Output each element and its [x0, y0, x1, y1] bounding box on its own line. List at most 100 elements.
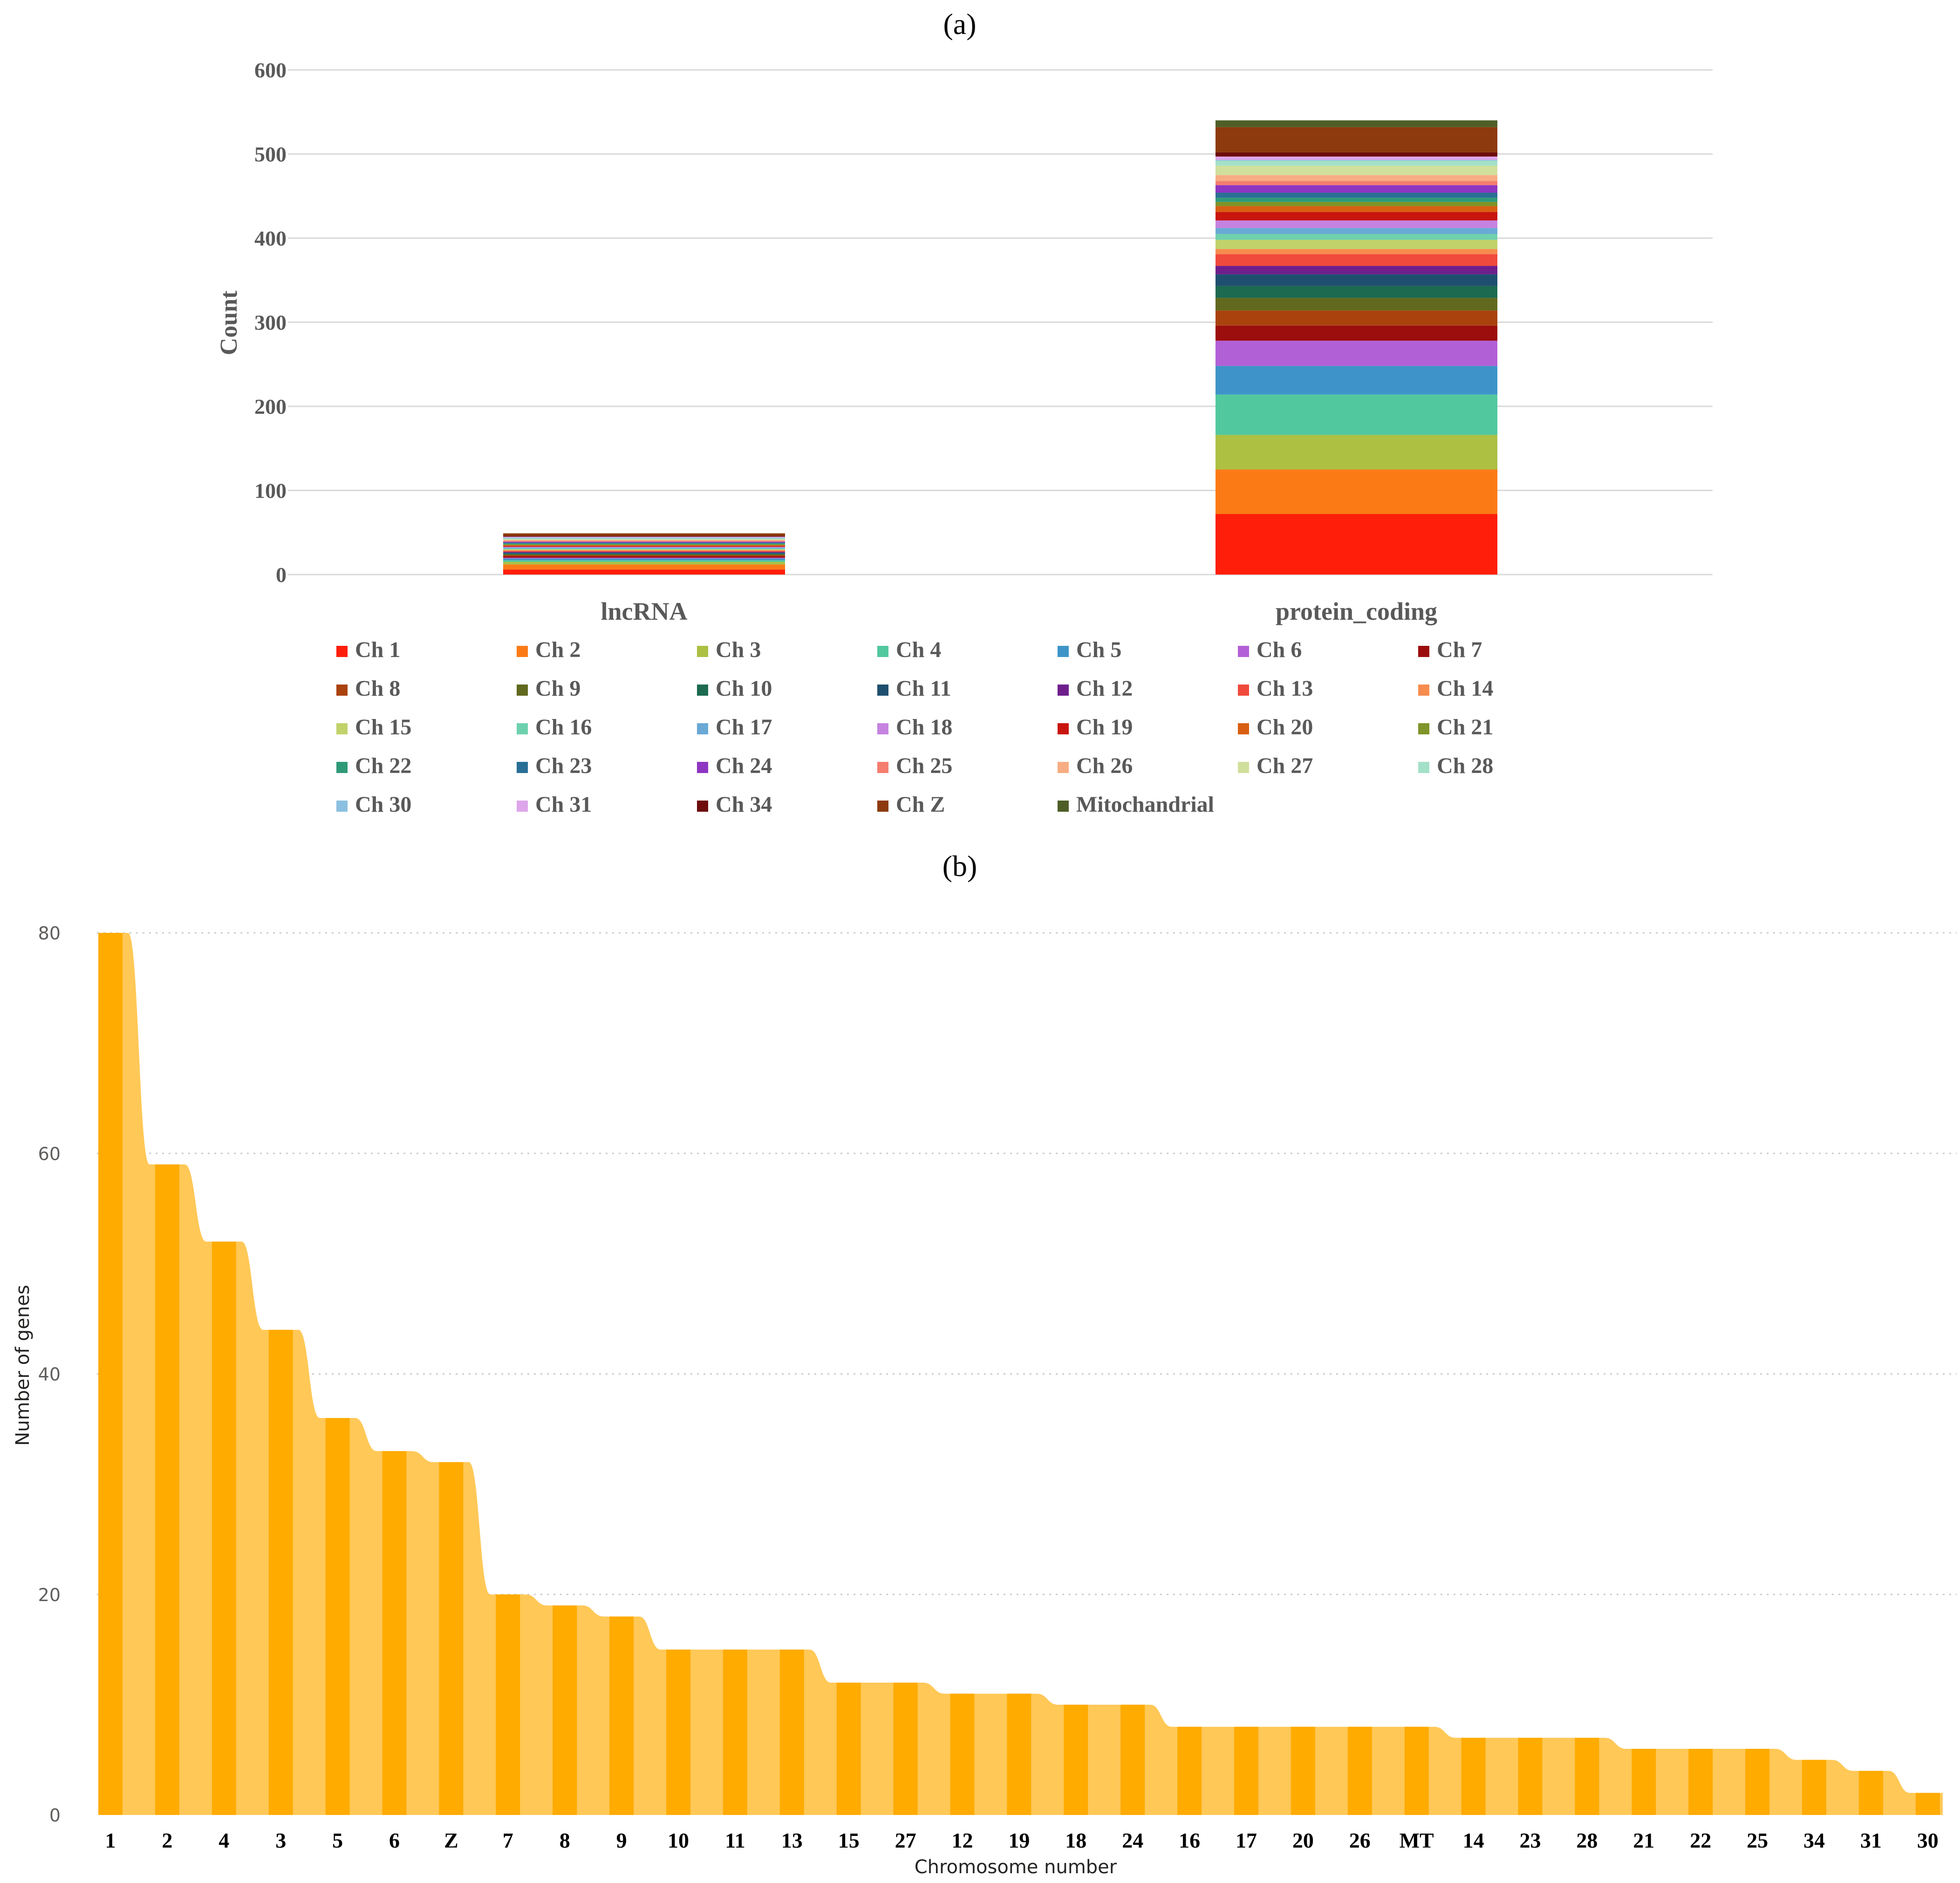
legend-swatch — [1418, 646, 1429, 657]
bar-segment — [1216, 266, 1497, 274]
y-axis-label: Number of genes — [12, 1285, 34, 1445]
legend-label: Ch 6 — [1257, 637, 1302, 662]
x-category-label: lncRNA — [601, 597, 688, 625]
bar-segment — [1216, 274, 1497, 286]
legend-swatch — [1238, 646, 1249, 657]
bar-segment — [503, 558, 785, 561]
bar — [439, 1462, 464, 1815]
x-tick-label: 12 — [952, 1828, 973, 1852]
x-tick-label: 34 — [1803, 1828, 1825, 1852]
legend-label: Ch 11 — [896, 676, 951, 701]
y-tick-label: 600 — [254, 58, 287, 82]
bar-segment — [1216, 394, 1497, 435]
y-tick-label: 400 — [254, 226, 287, 250]
legend-swatch — [877, 801, 888, 812]
y-tick-labels: 0 100 200 300 400 500 600 — [254, 58, 287, 587]
legend-item: Ch 9 — [517, 676, 580, 701]
x-tick-label: 13 — [781, 1828, 803, 1852]
bar — [1404, 1726, 1429, 1815]
x-tick-label: 17 — [1236, 1828, 1257, 1852]
legend-item: Ch 30 — [336, 792, 411, 817]
legend-label: Ch 34 — [716, 792, 772, 817]
legend-item: Ch 19 — [1058, 715, 1133, 740]
x-tick-label: 26 — [1349, 1828, 1371, 1852]
bar-segment — [503, 541, 785, 542]
legend-swatch — [336, 685, 348, 696]
bar-segment — [503, 538, 785, 540]
legend-swatch — [1058, 762, 1069, 773]
legend-swatch — [517, 646, 528, 657]
bar — [155, 1164, 179, 1815]
bar-segment — [1216, 185, 1497, 193]
x-tick-label: 22 — [1690, 1828, 1711, 1852]
bar-segment — [503, 552, 785, 553]
legend-item: Ch 27 — [1238, 753, 1313, 778]
legend-label: Mitochandrial — [1076, 792, 1214, 817]
bar — [1461, 1738, 1486, 1815]
legend-label: Ch 1 — [355, 637, 400, 662]
x-tick-label: Z — [444, 1828, 458, 1852]
y-tick-label: 60 — [38, 1143, 61, 1164]
legend-item: Ch 11 — [877, 676, 951, 701]
x-tick-label: 7 — [503, 1828, 513, 1852]
bar-segment — [1216, 469, 1497, 514]
legend-item: Ch 2 — [517, 637, 580, 662]
x-tick-label: MT — [1400, 1828, 1434, 1852]
legend-label: Ch 22 — [355, 753, 411, 778]
legend-swatch — [517, 762, 528, 773]
bar-segment — [1216, 240, 1497, 249]
legend-swatch — [697, 762, 708, 773]
bar-segment — [1216, 298, 1497, 311]
panel-a-label: (a) — [943, 7, 976, 41]
bar-segment — [1216, 160, 1497, 161]
bar — [779, 1650, 804, 1815]
legend-item: Ch 20 — [1238, 715, 1313, 740]
legend-swatch — [697, 723, 708, 734]
x-category-labels: lncRNA protein_coding — [601, 597, 1438, 625]
y-tick-labels: 0 20 40 60 80 — [38, 923, 61, 1826]
stacked-bars — [503, 120, 1497, 575]
bar-segment — [503, 539, 785, 540]
bar-segment — [1216, 249, 1497, 254]
x-tick-label: 24 — [1122, 1828, 1143, 1852]
x-tick-label: 27 — [895, 1828, 916, 1852]
legend-item: Ch 4 — [877, 637, 941, 662]
x-tick-label: 4 — [219, 1828, 229, 1852]
bar-segment — [1216, 325, 1497, 341]
bar-segment — [1216, 341, 1497, 366]
legend-swatch — [1058, 685, 1069, 696]
legend-label: Ch 21 — [1437, 715, 1493, 740]
legend-swatch — [336, 723, 348, 734]
bar-segment — [1216, 220, 1497, 228]
bar-segment — [503, 553, 785, 554]
legend-label: Ch 14 — [1437, 676, 1493, 701]
legend-label: Ch 5 — [1076, 637, 1121, 662]
legend-swatch — [1418, 762, 1429, 773]
y-tick-label: 100 — [254, 479, 287, 503]
bar-segment — [503, 564, 785, 570]
x-tick-label: 18 — [1065, 1828, 1086, 1852]
legend-item: Ch 17 — [697, 715, 772, 740]
x-category-label: protein_coding — [1276, 597, 1437, 625]
legend-swatch — [1238, 723, 1249, 734]
legend-label: Ch 13 — [1257, 676, 1313, 701]
bar-segment — [1216, 206, 1497, 212]
bar-segment — [1216, 233, 1497, 240]
legend-label: Ch 3 — [716, 637, 761, 662]
bar-segment — [503, 542, 785, 544]
bar — [1745, 1749, 1770, 1815]
bar-segment — [1216, 286, 1497, 298]
x-tick-label: 31 — [1860, 1828, 1882, 1852]
legend-label: Ch 9 — [535, 676, 580, 701]
legend-label: Ch 24 — [716, 753, 772, 778]
legend-swatch — [517, 801, 528, 812]
legend-label: Ch 20 — [1257, 715, 1313, 740]
legend-label: Ch 4 — [896, 637, 941, 662]
bar-segment — [503, 540, 785, 541]
legend-item: Ch 24 — [697, 753, 772, 778]
legend-swatch — [877, 646, 888, 657]
bar-segment — [1216, 310, 1497, 326]
bar-segment — [503, 560, 785, 562]
bar — [1632, 1749, 1656, 1815]
